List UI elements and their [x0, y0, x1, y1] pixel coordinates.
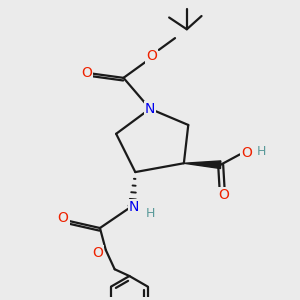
Polygon shape [184, 161, 221, 169]
Text: O: O [81, 66, 92, 80]
Text: O: O [92, 246, 103, 260]
Text: H: H [145, 207, 155, 220]
Text: N: N [129, 200, 139, 214]
Text: O: O [146, 49, 157, 63]
Text: O: O [58, 211, 69, 225]
Text: O: O [218, 188, 229, 202]
Text: O: O [241, 146, 252, 160]
Text: N: N [145, 102, 155, 116]
Text: H: H [257, 145, 267, 158]
